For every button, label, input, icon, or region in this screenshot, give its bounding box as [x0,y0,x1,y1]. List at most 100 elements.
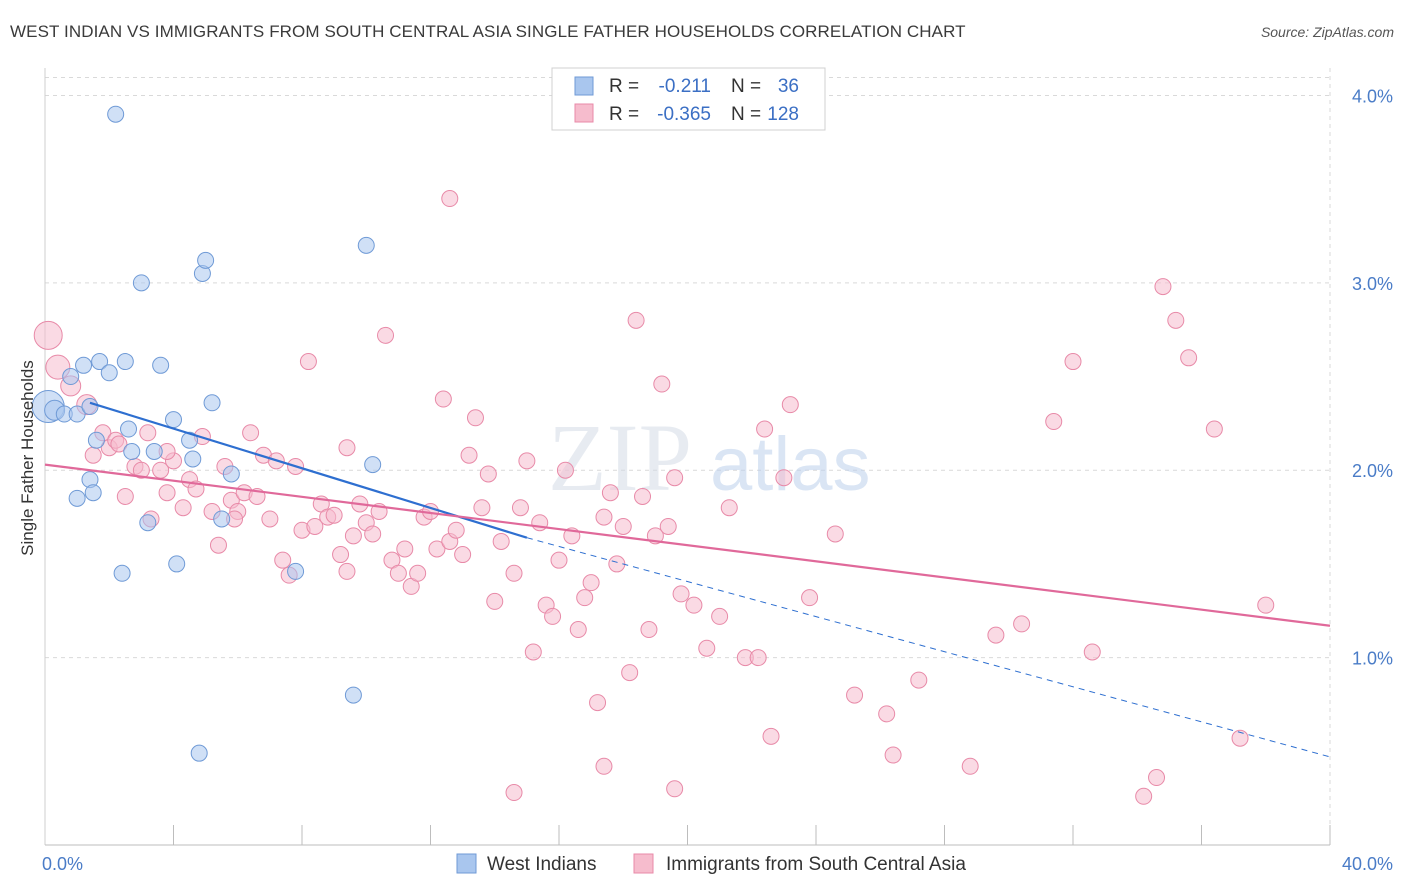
legend-swatch-blue [574,76,594,96]
pink-point [274,551,292,569]
pink-point [1064,353,1082,371]
pink-point [139,424,157,442]
pink-point [505,784,523,802]
blue-point [357,236,375,254]
blue-point [116,353,134,371]
blue-point [68,405,86,423]
pink-point [846,686,864,704]
pink-point [576,589,594,607]
pink-point [589,694,607,712]
blue-point [91,353,109,371]
pink-point [544,607,562,625]
pink-point [878,705,896,723]
pink-point [434,390,452,408]
pink-point [698,639,716,657]
pink-point [479,465,497,483]
pink-point [377,326,395,344]
legend-box: R = -0.211 N = 36 R = -0.365 N = 128 [551,67,826,131]
pink-point [910,671,928,689]
blue-point [364,456,382,474]
blue-point [123,443,141,460]
pink-point [1045,413,1063,431]
chart-title: WEST INDIAN VS IMMIGRANTS FROM SOUTH CEN… [10,22,966,41]
pink-point [601,484,619,502]
pink-point [685,596,703,614]
x-tick-label-start: 0.0% [42,854,83,874]
legend-n-label-1: N = [731,76,761,97]
pink-point [987,626,1005,644]
pink-point [338,562,356,580]
legend-r-value-1: -0.211 [659,76,711,97]
pink-point [595,757,613,775]
blue-point [152,356,170,374]
bottom-legend-swatch-blue [456,853,477,874]
pink-point [762,727,780,745]
pink-point [666,780,684,798]
pink-point [1257,596,1275,614]
blue-point [113,564,131,582]
blue-point [107,105,125,123]
pink-point [1154,278,1172,296]
pink-point [1148,769,1166,787]
blue-point [75,356,93,374]
pink-point [1167,311,1185,329]
legend-r-value-2: -0.365 [657,104,711,125]
pink-point [672,585,690,603]
pink-point [801,589,819,607]
pink-point [473,499,491,517]
pink-point [306,517,324,535]
bottom-legend-label-pink: Immigrants from South Central Asia [666,854,966,875]
series-blue-points [31,105,382,762]
axes: 1.0% 2.0% 3.0% 4.0% 0.0% 40.0% [42,68,1393,874]
trend-line-pink [44,463,1331,627]
pink-point [659,517,677,535]
pink-point [116,487,134,505]
pink-point [961,757,979,775]
pink-point [775,469,793,487]
pink-point [720,499,738,517]
blue-point [184,450,202,468]
blue-point [87,431,105,449]
pink-point [550,551,568,569]
pink-point [441,190,459,208]
blue-point [132,274,150,292]
trend-lines [44,401,1331,758]
pink-point [749,649,767,667]
blue-point [344,686,362,704]
y-axis-label: Single Father Households [18,360,37,556]
pink-point [428,540,446,558]
pink-point [332,546,350,564]
blue-point [145,443,163,460]
pink-point [666,469,684,487]
x-tick-label-end: 40.0% [1342,854,1393,874]
blue-point [120,420,138,438]
pink-point [261,510,279,528]
pink-point [492,532,510,550]
blue-point [81,398,99,416]
pink-point [1205,420,1223,438]
y-tick-label: 1.0% [1352,649,1393,669]
blue-point [203,394,221,412]
legend-n-label-2: N = [731,104,761,125]
pink-point [158,484,176,502]
pink-point [614,517,632,535]
blue-point [62,368,80,386]
y-tick-label: 3.0% [1352,274,1393,294]
pink-point [242,424,260,442]
pink-point [518,452,536,470]
blue-point [197,251,215,269]
blue-point [181,431,199,449]
pink-point [454,546,472,564]
legend-swatch-pink [574,103,594,123]
pink-point [174,499,192,517]
pink-point [511,499,529,517]
pink-point [325,506,343,524]
pink-point [569,621,587,639]
trend-line-blue-extension [526,537,1331,758]
pink-point [486,592,504,610]
blue-point [287,562,305,580]
pink-point [338,439,356,457]
pink-point [460,446,478,464]
pink-point [634,487,652,505]
